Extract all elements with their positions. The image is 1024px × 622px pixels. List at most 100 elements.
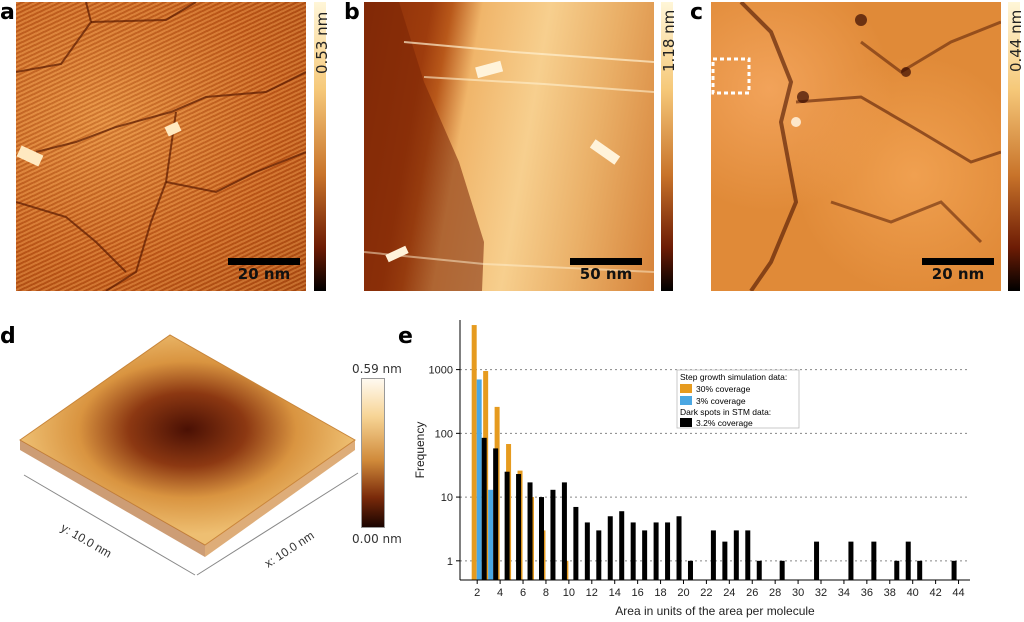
legend-label-3-2: 3.2% coverage [696, 418, 753, 428]
bar-3-2-coverage-x25 [745, 530, 751, 580]
x-axis-title: Area in units of the area per molecule [615, 604, 815, 618]
bar-3-2-coverage-x16 [642, 530, 648, 580]
x-tick-label: 16 [632, 587, 644, 599]
x-tick-label: 34 [838, 587, 850, 599]
x-tick-label: 40 [907, 587, 919, 599]
bar-3-2-coverage-x26 [756, 560, 762, 580]
surface-right-side [205, 440, 355, 557]
x-tick-label: 8 [543, 587, 549, 599]
x-tick-label: 2 [474, 587, 480, 599]
y-tick-label: 1 [447, 556, 453, 568]
bar-3-2-coverage-x39 [905, 541, 911, 580]
colorbar-a [314, 2, 326, 291]
colorbar-d-bottom-label: 0.00 nm [352, 532, 402, 546]
colorbar-d-top-label: 0.59 nm [352, 362, 402, 376]
bar-3-2-coverage-x2 [481, 437, 487, 580]
panel-b-letter: b [344, 0, 360, 25]
y-tick-label: 100 [435, 428, 453, 440]
legend-title-stm: Dark spots in STM data: [680, 407, 771, 417]
colorbar-b [661, 2, 673, 291]
stm-image-a [16, 2, 306, 291]
stm-image-c [711, 2, 1001, 291]
x-tick-label: 32 [815, 587, 827, 599]
legend-title-simulation: Step growth simulation data: [680, 372, 787, 382]
bar-3-2-coverage-x13 [607, 516, 613, 580]
x-tick-label: 44 [952, 587, 964, 599]
bar-3-2-coverage-x9 [561, 482, 567, 580]
x-tick-label: 20 [677, 587, 689, 599]
legend-swatch-30 [680, 384, 692, 393]
scale-label-a: 20 nm [237, 265, 291, 283]
x-tick-label: 12 [586, 587, 598, 599]
x-tick-label: 26 [746, 587, 758, 599]
bar-3-2-coverage-x10 [573, 506, 579, 580]
y-tick-label: 10 [441, 492, 453, 504]
colorbar-label-c: 0.44 nm [1007, 9, 1024, 72]
scalebar-a: 20 nm [228, 258, 300, 283]
legend-swatch-3-2 [680, 418, 692, 427]
x-tick-label: 22 [700, 587, 712, 599]
x-tick-label: 18 [654, 587, 666, 599]
scalebar-b: 50 nm [570, 258, 642, 283]
bar-3-2-coverage-x3 [493, 448, 499, 580]
axis-y-line [23, 474, 196, 576]
bar-30-coverage-x2 [471, 325, 477, 580]
x-tick-label: 6 [520, 587, 526, 599]
bar-3-coverage-x2 [476, 379, 482, 580]
bar-3-2-coverage-x36 [871, 541, 877, 580]
scalebar-c: 20 nm [922, 258, 994, 283]
surface-left-side [20, 440, 205, 557]
bar-3-2-coverage-x22 [710, 530, 716, 580]
bar-3-2-coverage-x6 [527, 482, 533, 580]
bar-3-2-coverage-x24 [733, 530, 739, 580]
axis-y-label: y: 10.0 nm [59, 520, 115, 560]
x-tick-label: 4 [497, 587, 503, 599]
x-tick-label: 38 [884, 587, 896, 599]
colorbar-label-b: 1.18 nm [660, 9, 678, 72]
bar-3-2-coverage-x18 [665, 522, 671, 580]
stm-image-b [364, 2, 654, 291]
x-tick-label: 24 [723, 587, 735, 599]
bar-3-2-coverage-x38 [894, 560, 900, 580]
bar-3-2-coverage-x8 [550, 489, 556, 580]
panel-a-letter: a [0, 0, 15, 25]
bar-3-coverage-x3 [488, 489, 494, 580]
surface-top [19, 334, 356, 546]
colorbar-d [361, 378, 385, 528]
legend-swatch-3 [680, 396, 692, 405]
bar-3-2-coverage-x28 [779, 560, 785, 580]
bar-3-2-coverage-x20 [687, 560, 693, 580]
legend: Step growth simulation data: 30% coverag… [676, 369, 800, 429]
bar-3-2-coverage-x23 [722, 541, 728, 580]
bar-3-2-coverage-x34 [848, 541, 854, 580]
legend-label-30: 30% coverage [696, 384, 751, 394]
bar-3-2-coverage-x15 [630, 522, 636, 580]
bar-3-2-coverage-x40 [917, 560, 923, 580]
bar-3-2-coverage-x14 [619, 511, 625, 580]
panel-d-letter: d [0, 324, 16, 349]
bar-3-2-coverage-x7 [538, 497, 544, 580]
bar-3-2-coverage-x11 [584, 522, 590, 580]
scale-label-c: 20 nm [931, 265, 985, 283]
y-tick-label: 1000 [429, 365, 453, 377]
x-tick-label: 42 [929, 587, 941, 599]
bar-3-2-coverage-x17 [653, 522, 659, 580]
colorbar-label-a: 0.53 nm [313, 11, 331, 74]
bar-3-2-coverage-x12 [596, 530, 602, 580]
x-tick-label: 36 [861, 587, 873, 599]
y-axis-title: Frequency [413, 422, 427, 479]
bar-3-2-coverage-x5 [516, 474, 522, 580]
bar-3-2-coverage-x19 [676, 516, 682, 580]
panel-c-letter: c [690, 0, 704, 25]
colorbar-c [1008, 2, 1020, 291]
bar-3-2-coverage-x31 [814, 541, 820, 580]
axis-x-line [196, 472, 359, 576]
bar-3-2-coverage-x43 [951, 560, 957, 580]
x-tick-label: 28 [769, 587, 781, 599]
surface-3d-d: y: 10.0 nm x: 10.0 nm [19, 334, 359, 576]
x-tick-label: 14 [609, 587, 621, 599]
axis-x-label: x: 10.0 nm [262, 528, 317, 570]
panel-e-letter: e [398, 324, 413, 349]
x-tick-label: 30 [792, 587, 804, 599]
